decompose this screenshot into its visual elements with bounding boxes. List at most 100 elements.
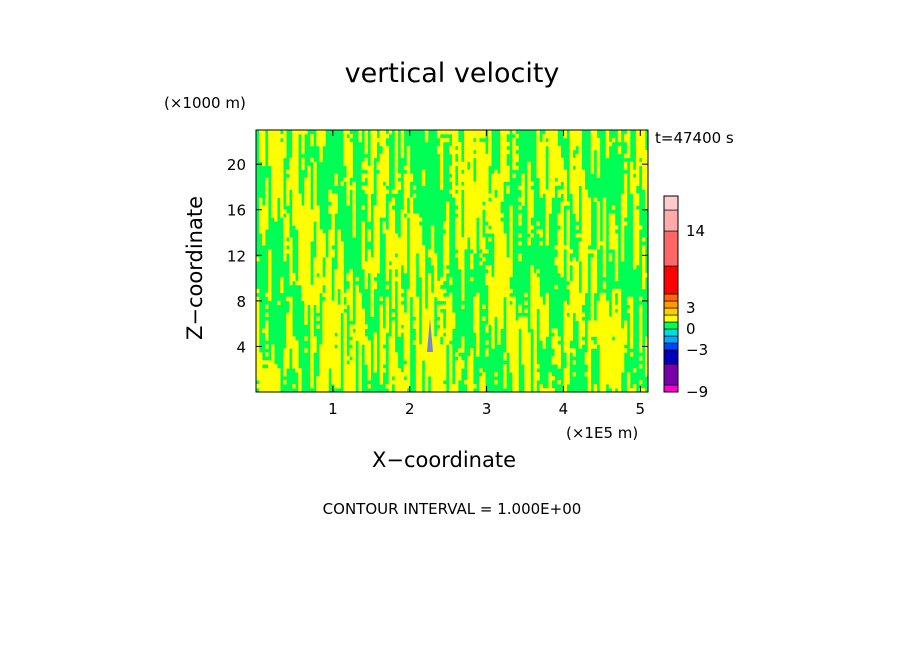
field-cell [418,368,423,373]
field-cell [265,336,269,341]
field-cell [406,153,411,159]
colorbar-tick-label: −9 [686,383,708,401]
field-cell [527,368,531,373]
field-cell [575,169,579,175]
field-cell [331,380,335,385]
field-cell [448,316,453,321]
field-cell [301,245,305,250]
field-cell [644,340,648,345]
field-cell [385,233,390,238]
field-cell [391,253,396,258]
field-cell [518,316,522,321]
field-cell [623,133,628,139]
field-cell [608,332,613,337]
field-cell [539,177,543,182]
field-cell [584,276,589,282]
field-cell [470,241,474,246]
field-cell [485,173,489,178]
field-cell [415,328,420,333]
field-cell [274,181,278,186]
field-cell [479,209,483,214]
field-cell [268,360,272,365]
field-cell [458,221,462,226]
field-cell [328,264,332,270]
field-cell [418,352,423,357]
field-cell [421,280,426,286]
field-cell [515,348,519,353]
field-cell [268,368,272,373]
field-cell [283,368,287,373]
field-cell [554,340,558,345]
field-cell [394,376,399,381]
field-cell [524,332,528,337]
field-cell [403,368,408,373]
field-cell [265,312,269,317]
field-cell [470,161,474,167]
field-cell [602,225,607,230]
field-cell [439,153,444,159]
field-cell [542,181,546,186]
field-cell [259,137,263,143]
field-cell [319,249,323,254]
field-cell [295,193,299,198]
field-cell [551,137,555,143]
field-cell [581,261,586,266]
field-cell [539,153,543,159]
field-cell [482,165,486,171]
field-cell [644,165,648,171]
field-cell [370,181,374,186]
field-cell [295,157,299,163]
field-cell [476,308,480,313]
field-cell [452,320,456,325]
field-cell [379,165,383,171]
field-cell [256,340,260,345]
field-cell [367,181,371,186]
field-cell [415,336,420,341]
field-cell [641,137,646,143]
field-cell [566,336,570,341]
field-cell [280,276,284,282]
field-cell [530,197,534,202]
field-cell [295,149,299,155]
field-cell [397,272,402,278]
field-cell [391,296,396,302]
field-cell [424,348,429,353]
field-cell [358,312,362,317]
field-cell [470,193,474,198]
field-cell [632,257,637,262]
field-cell [473,316,477,321]
field-cell [494,304,498,309]
field-cell [527,344,531,349]
field-cell [343,137,347,143]
field-cell [307,288,311,294]
field-cell [427,249,432,254]
field-cell [358,292,362,298]
field-cell [391,276,396,282]
field-cell [382,197,387,202]
field-cell [313,205,317,210]
field-cell [524,316,528,321]
field-cell [536,372,540,377]
field-cell [452,189,456,194]
field-cell [370,312,374,317]
field-cell [268,137,272,143]
field-cell [310,233,314,238]
field-cell [461,249,465,254]
field-cell [376,185,380,190]
field-cell [617,384,622,389]
field-cell [605,141,610,147]
field-cell [479,245,483,250]
field-cell [259,384,263,389]
field-cell [268,288,272,294]
field-cell [569,161,573,167]
field-cell [400,153,405,159]
field-cell [545,189,549,194]
field-cell [464,137,468,143]
field-cell [593,276,598,282]
field-cell [569,288,573,294]
field-cell [442,384,447,389]
field-cell [644,201,648,206]
field-cell [641,261,646,266]
field-cell [563,376,567,381]
field-cell [563,328,567,333]
